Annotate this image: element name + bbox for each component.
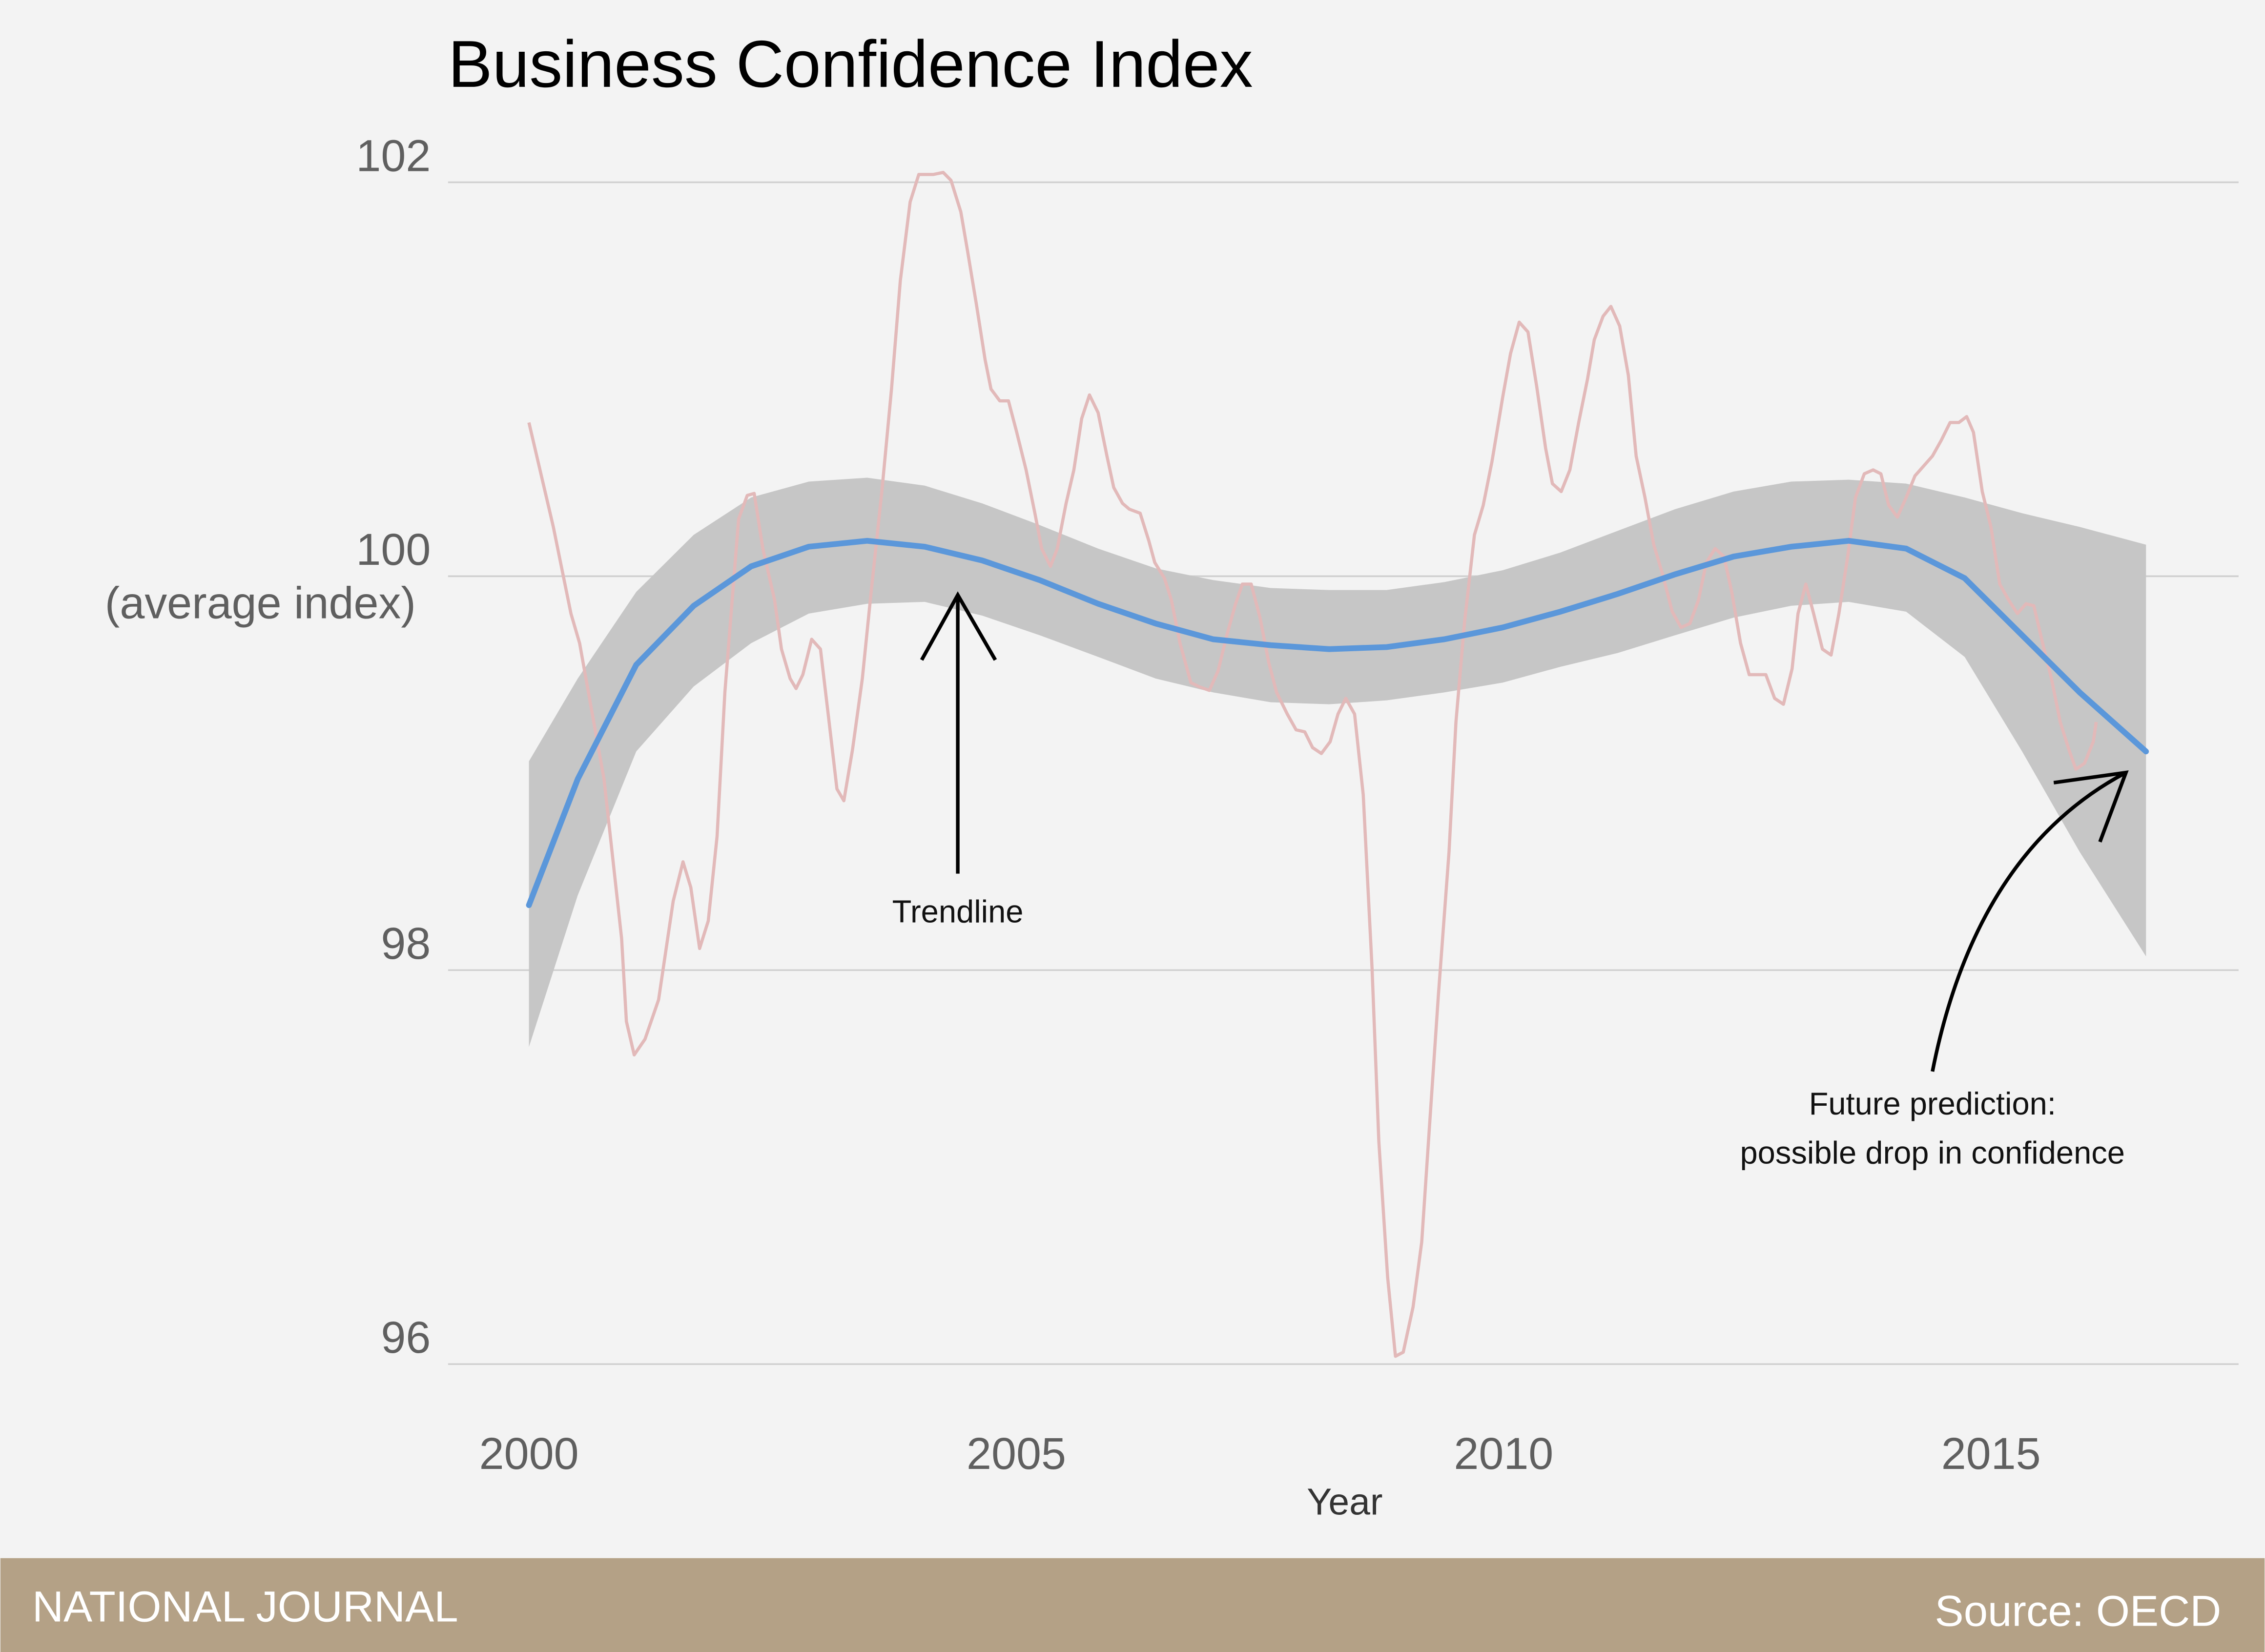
footer-source: Source: OECD — [1935, 1587, 2222, 1635]
trendline-arrow — [920, 591, 997, 874]
y-tick-label: 96 — [381, 1313, 431, 1363]
prediction-arrow — [1931, 770, 2129, 1072]
y-axis-label: (average index) — [105, 578, 416, 628]
x-tick-label: 2000 — [479, 1429, 579, 1479]
plot-area: 96 98 100 102 2000 2005 2010 2015 — [356, 131, 2239, 1479]
footer-brand: NATIONAL JOURNAL — [32, 1583, 458, 1631]
trend-line — [526, 537, 2149, 909]
x-axis-label: Year — [1307, 1481, 1382, 1523]
y-tick-label: 100 — [356, 525, 431, 575]
footer-bar — [0, 1558, 2265, 1652]
x-tick-label: 2015 — [1941, 1429, 2041, 1479]
x-tick-label: 2010 — [1454, 1429, 1553, 1479]
annotation: Trendline — [892, 894, 1024, 929]
y-tick-label: 98 — [381, 919, 431, 969]
confidence-band — [529, 477, 2146, 1047]
x-tick-label: 2005 — [967, 1429, 1066, 1479]
annotation: possible drop in confidence — [1740, 1135, 2125, 1171]
y-tick-label: 102 — [356, 131, 431, 181]
annotation: Future prediction: — [1809, 1086, 2056, 1121]
data-line — [527, 170, 2098, 1358]
chart-title: Business Confidence Index — [448, 27, 1253, 101]
